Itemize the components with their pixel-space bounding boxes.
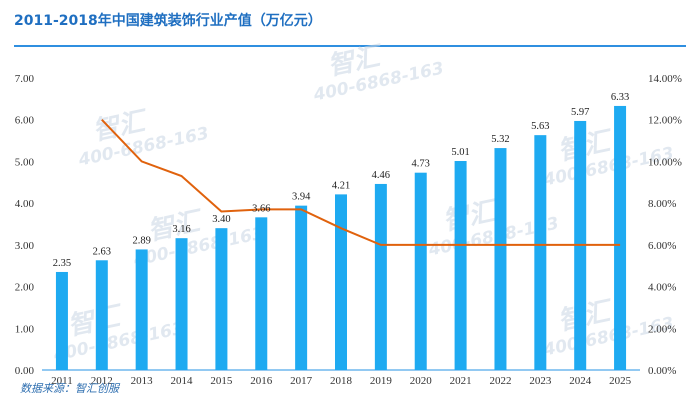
data-label: 3.40 (212, 214, 230, 225)
y-tick-label: 7.00 (15, 73, 35, 85)
y-tick-label: 3.00 (15, 240, 35, 252)
growth-rate-line (101, 119, 621, 246)
bar (454, 161, 467, 370)
x-tick-label: 2011 (51, 375, 73, 387)
data-label: 2.89 (132, 235, 150, 246)
y2-tick-label: 2.00% (648, 323, 676, 335)
x-tick-label: 2015 (210, 375, 233, 387)
x-tick-label: 2018 (330, 375, 353, 387)
bar (414, 172, 427, 370)
y-tick-label: 6.00 (15, 115, 35, 127)
bars-layer (55, 105, 627, 370)
x-tick-label: 2023 (529, 375, 552, 387)
line-layer (101, 119, 621, 246)
x-tick-label: 2017 (290, 375, 313, 387)
bar (135, 249, 148, 370)
data-label: 5.01 (451, 147, 469, 158)
data-label: 2.35 (53, 258, 71, 269)
x-tick-label: 2020 (410, 375, 433, 387)
y-tick-label: 1.00 (15, 323, 35, 335)
y2-tick-label: 14.00% (648, 73, 682, 85)
source-note: 数据来源：智汇创服 (20, 382, 119, 395)
bar (55, 271, 68, 370)
data-label: 4.21 (332, 180, 350, 191)
x-tick-label: 2013 (131, 375, 154, 387)
bar (95, 260, 108, 370)
bar (335, 194, 347, 370)
x-tick-label: 2019 (370, 375, 393, 387)
data-label: 3.94 (292, 192, 311, 203)
y2-tick-label: 6.00% (648, 240, 676, 252)
x-tick-label: 2022 (489, 375, 511, 387)
y-tick-label: 4.00 (15, 198, 35, 210)
bar (215, 228, 228, 370)
data-label: 4.46 (372, 170, 390, 181)
x-tick-label: 2021 (450, 375, 472, 387)
data-label: 3.16 (172, 224, 190, 235)
y2-tick-label: 8.00% (648, 198, 676, 210)
x-tick-label: 2014 (171, 375, 194, 387)
x-tick-label: 2025 (609, 375, 632, 387)
bar (534, 135, 547, 370)
bar (255, 217, 268, 370)
y-tick-label: 2.00 (15, 282, 35, 294)
bar (295, 205, 308, 370)
y2-tick-label: 12.00% (648, 115, 682, 127)
y-tick-label: 0.00 (15, 365, 35, 377)
y2-tick-label: 0.00% (648, 365, 676, 377)
bar (494, 148, 507, 370)
x-tick-label: 2024 (569, 375, 592, 387)
y2-tick-label: 4.00% (648, 282, 676, 294)
labels-layer: 2.35 2.63 2.89 3.16 3.40 3.66 3.94 4.21 4.46 4.73… (53, 92, 630, 269)
data-label: 5.97 (571, 107, 589, 118)
x-tick-label: 2012 (91, 375, 113, 387)
data-label: 5.32 (491, 134, 509, 145)
data-label: 3.66 (252, 203, 270, 214)
data-label: 5.63 (531, 121, 549, 132)
bar (175, 238, 188, 370)
title-underline (14, 45, 686, 47)
x-tick-label: 2016 (250, 375, 273, 387)
bar (614, 105, 627, 370)
bar (374, 183, 387, 370)
y-tick-label: 5.00 (15, 156, 35, 168)
data-label: 6.33 (611, 92, 629, 103)
y2-tick-label: 10.00% (648, 156, 682, 168)
data-label: 2.63 (93, 246, 111, 257)
data-label: 4.73 (412, 159, 430, 170)
chart-title: 2011-2018年中国建筑装饰行业产值（万亿元） (14, 13, 322, 29)
